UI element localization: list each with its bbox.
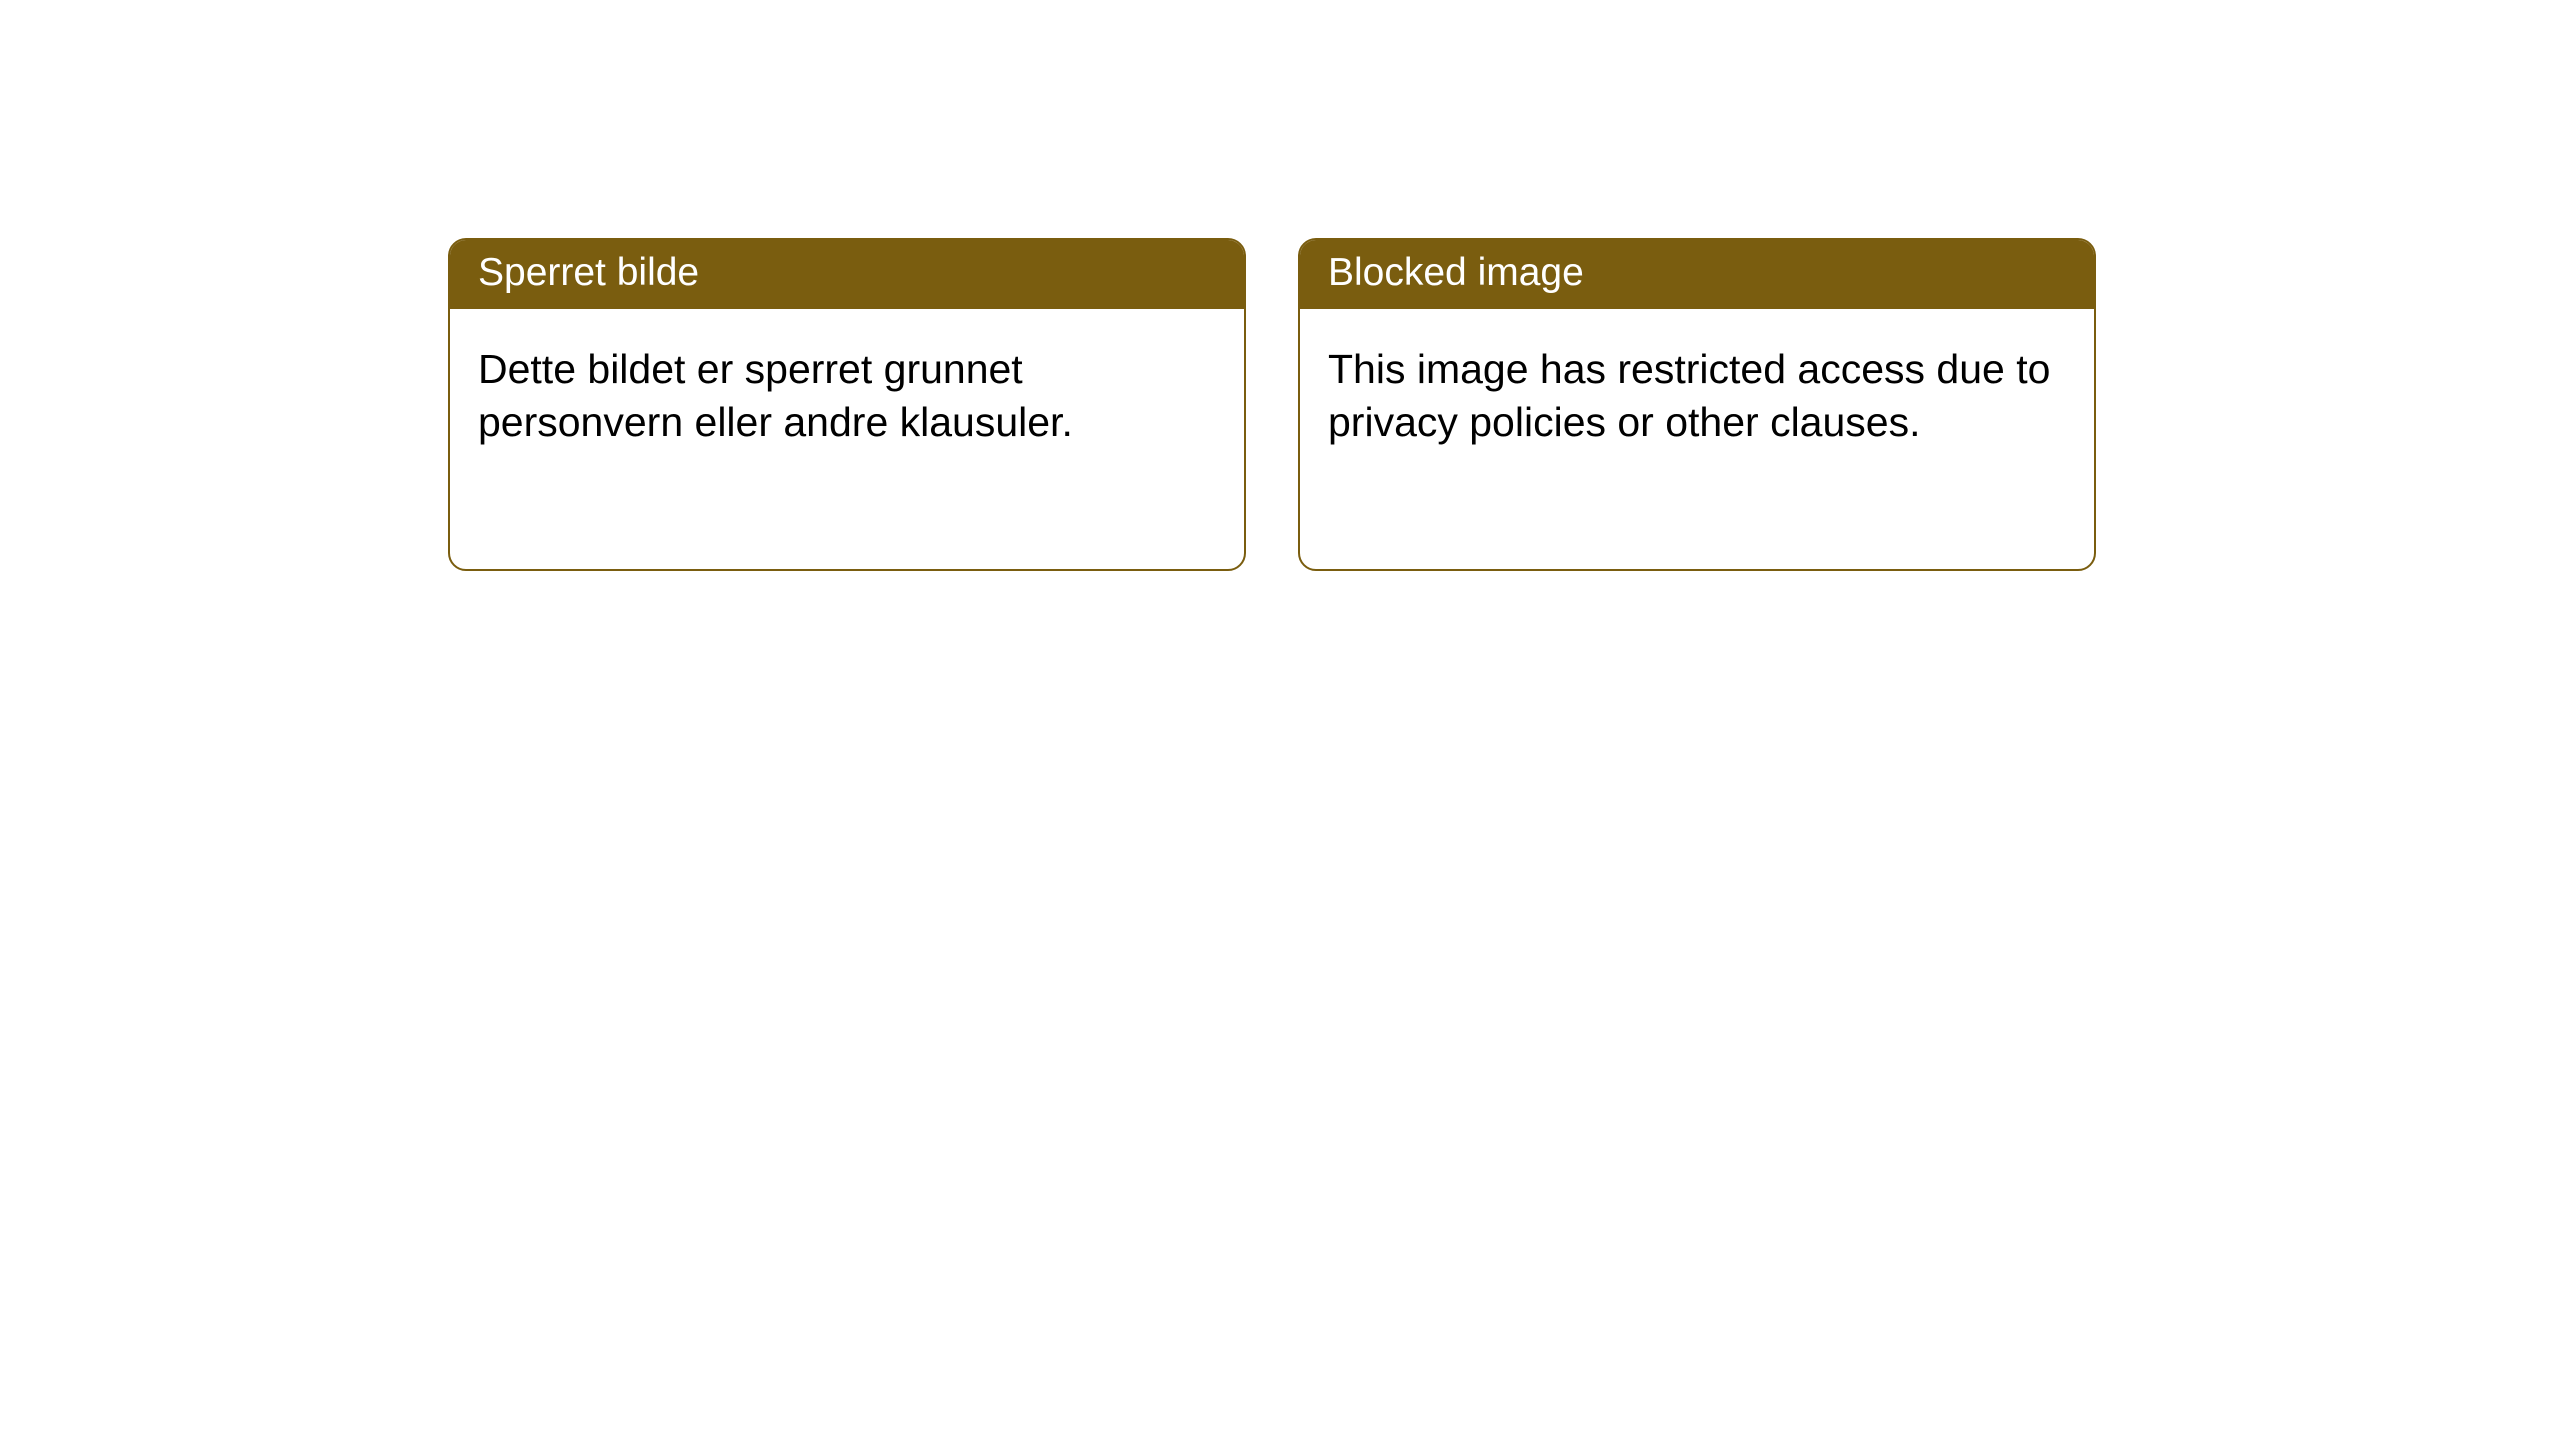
card-title: Sperret bilde — [450, 240, 1244, 309]
card-body: This image has restricted access due to … — [1300, 309, 2094, 484]
card-title: Blocked image — [1300, 240, 2094, 309]
card-container: Sperret bilde Dette bildet er sperret gr… — [0, 0, 2560, 571]
card-body: Dette bildet er sperret grunnet personve… — [450, 309, 1244, 484]
blocked-image-card-no: Sperret bilde Dette bildet er sperret gr… — [448, 238, 1246, 571]
blocked-image-card-en: Blocked image This image has restricted … — [1298, 238, 2096, 571]
